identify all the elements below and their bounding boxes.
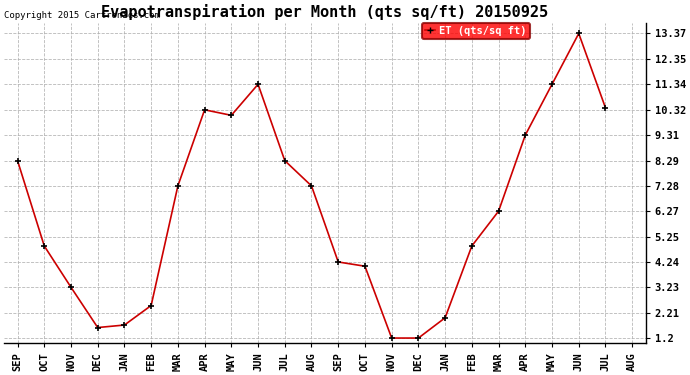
Title: Evapotranspiration per Month (qts sq/ft) 20150925: Evapotranspiration per Month (qts sq/ft)… bbox=[101, 4, 549, 20]
Text: Copyright 2015 Cartronics.com: Copyright 2015 Cartronics.com bbox=[4, 10, 160, 20]
Legend: ET (qts/sq ft): ET (qts/sq ft) bbox=[422, 23, 530, 39]
